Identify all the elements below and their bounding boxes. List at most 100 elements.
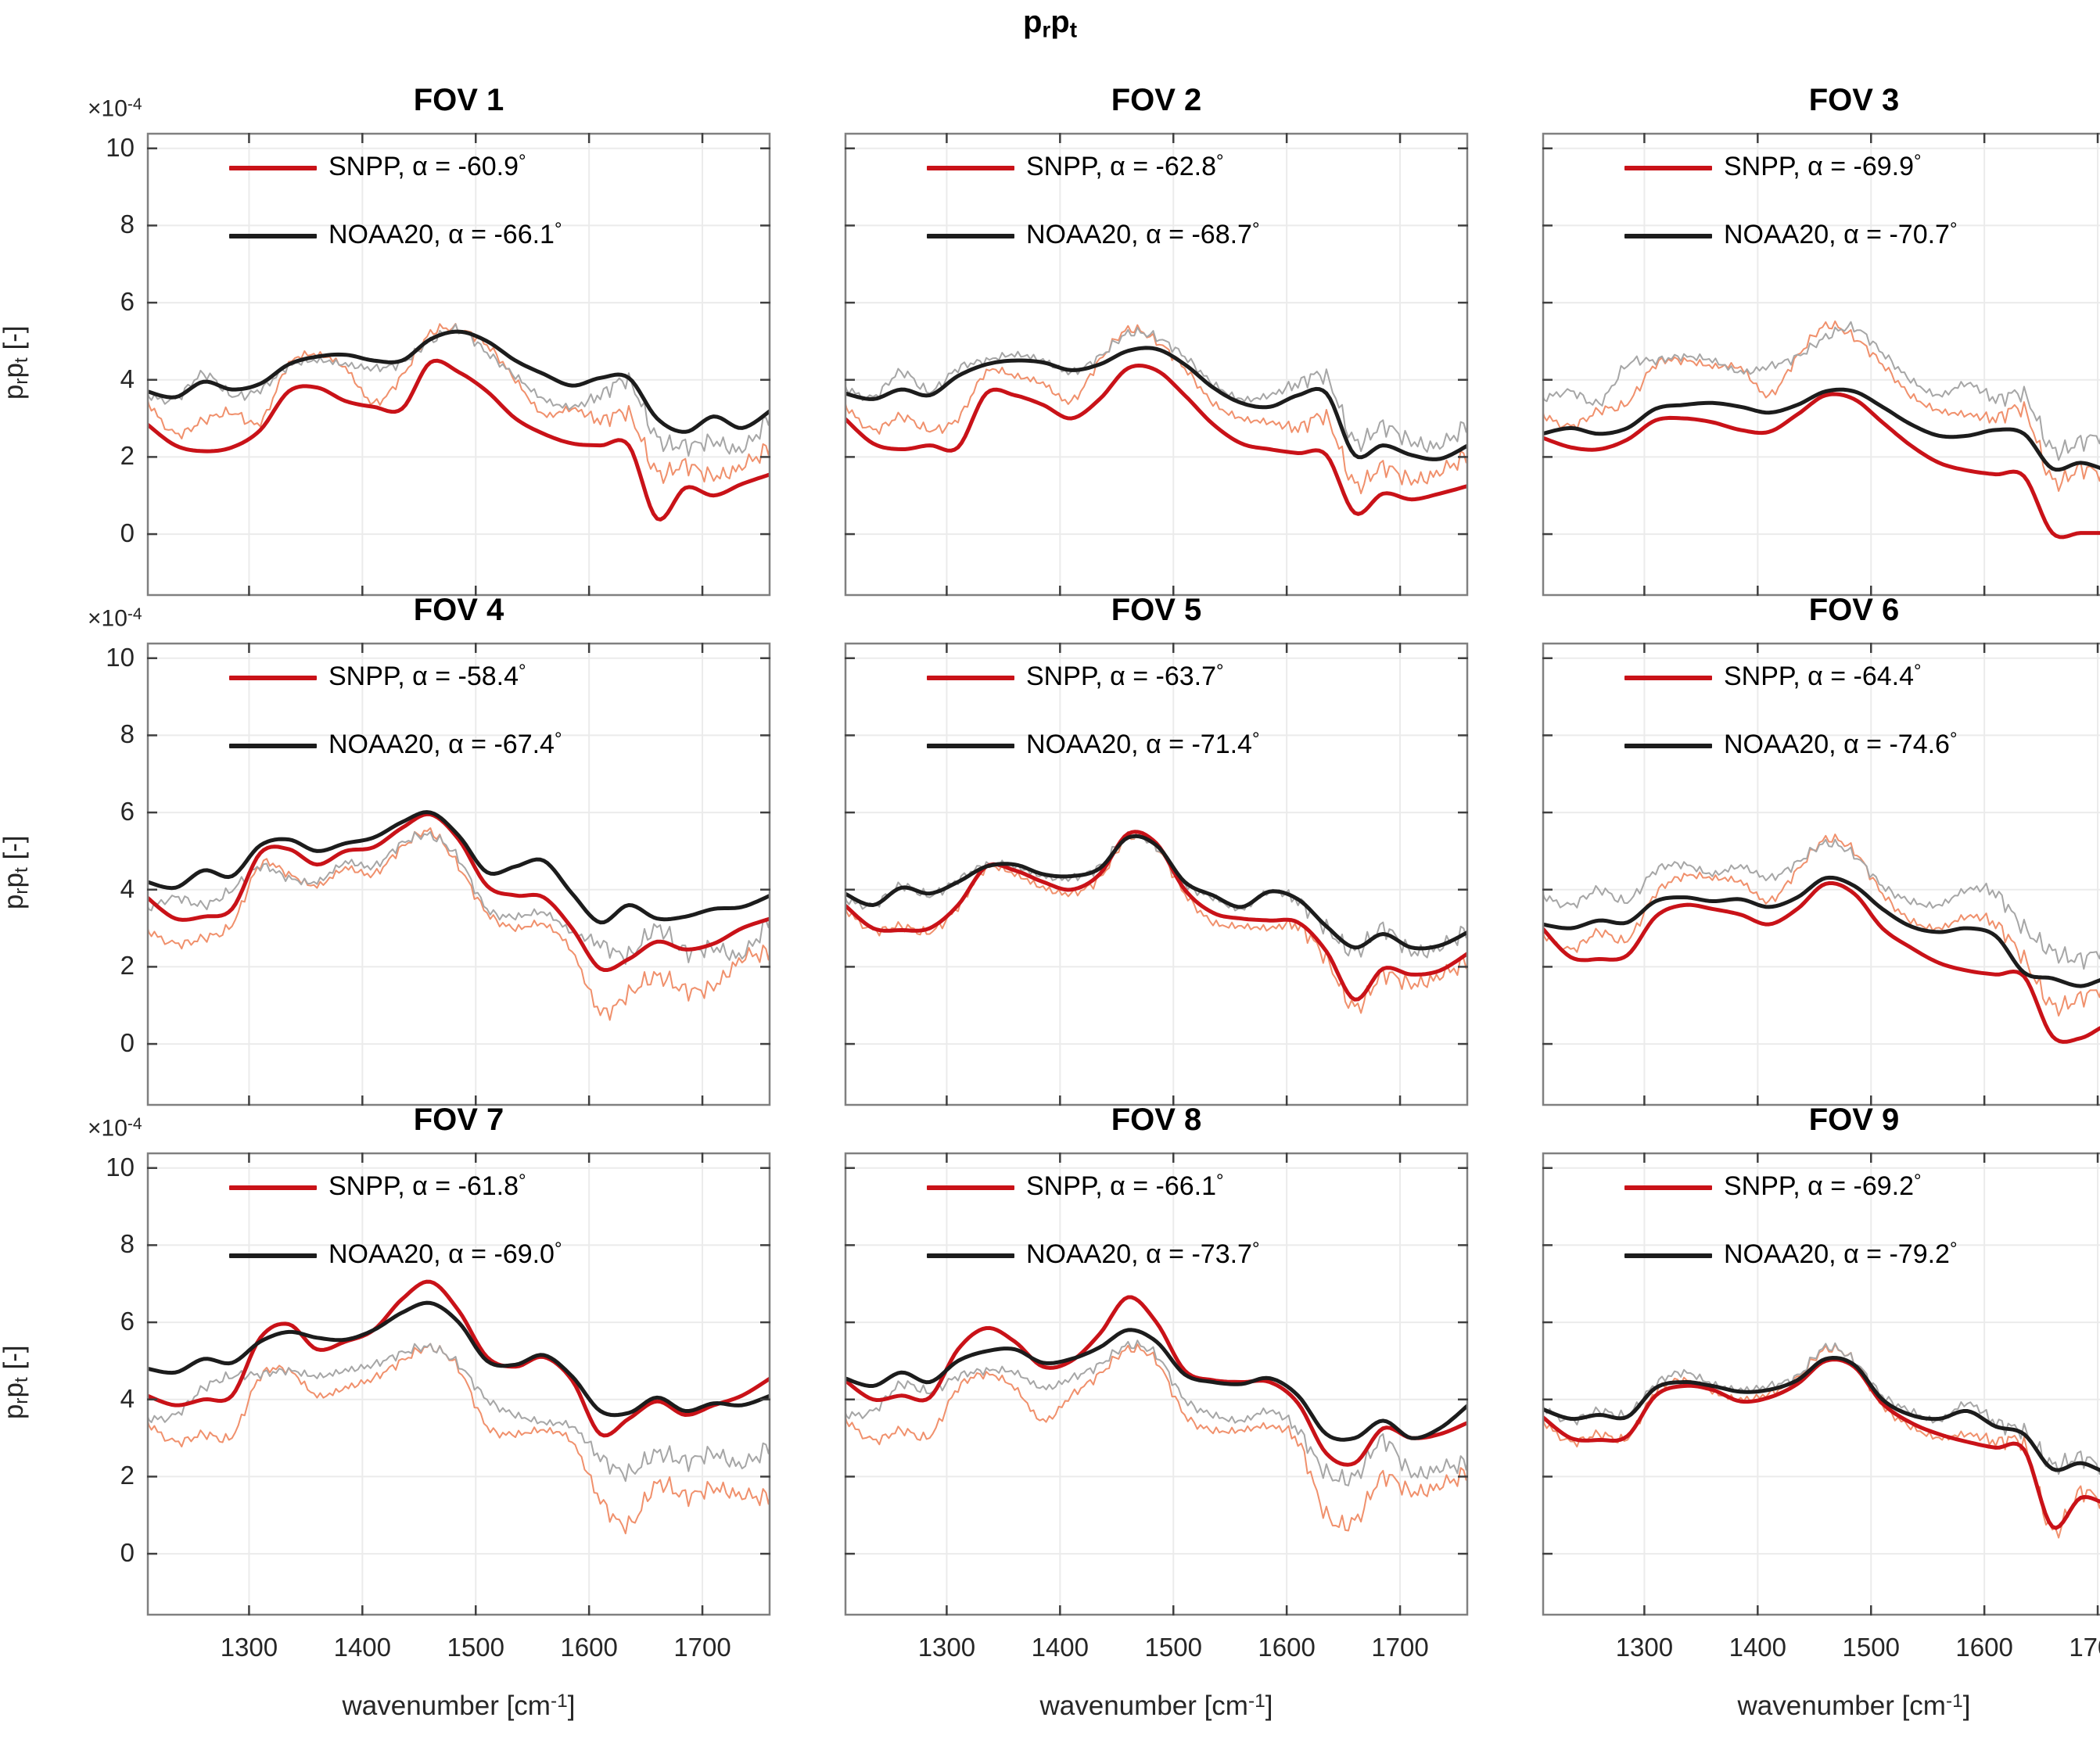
legend-swatch-noaa20	[1624, 234, 1712, 238]
x-tick-label: 1300	[917, 1633, 976, 1662]
snpp-line	[845, 830, 1468, 1002]
noaa20-fine-line	[147, 1343, 770, 1483]
panel-title-fov-6: FOV 6	[1808, 593, 1900, 627]
y-axis-label: prpt [-]	[0, 1296, 33, 1468]
y-axis-label: prpt [-]	[0, 787, 33, 959]
legend-entry-noaa20: NOAA20, α = -67.4°	[328, 729, 562, 760]
x-axis-label: wavenumber [cm-1]	[845, 1691, 1468, 1722]
series-group	[147, 810, 770, 1021]
legend-swatch-noaa20	[229, 744, 317, 748]
x-tick-label: 1700	[2069, 1633, 2100, 1662]
text-segment: -1	[1247, 1691, 1265, 1712]
y-tick-label: 0	[120, 1028, 135, 1058]
legend-entry-snpp: SNPP, α = -64.4°	[1724, 661, 1922, 692]
text-segment: p	[0, 384, 30, 400]
text-segment: wavenumber [cm	[342, 1691, 551, 1721]
snpp-line	[147, 812, 770, 972]
y-tick-label: 4	[120, 364, 135, 393]
degree-symbol: °	[1216, 151, 1224, 172]
plot-area-fov-5	[844, 642, 1469, 1106]
axes-box	[1542, 642, 2100, 1106]
text-segment: t	[1069, 17, 1078, 42]
panel-title-fov-3: FOV 3	[1808, 83, 1900, 117]
degree-symbol: °	[1914, 151, 1922, 172]
legend-entry-snpp: SNPP, α = -66.1°	[1026, 1171, 1224, 1202]
text-segment: p	[0, 1404, 30, 1420]
legend-swatch-snpp	[927, 166, 1014, 170]
snpp-fine-line	[147, 1343, 770, 1535]
x-tick-label: 1400	[1031, 1633, 1089, 1662]
y-tick-label: 8	[120, 1229, 135, 1259]
degree-symbol: °	[554, 219, 562, 240]
y-tick-label: 8	[120, 210, 135, 239]
y-tick-label: 10	[106, 642, 135, 672]
series-group	[147, 323, 770, 522]
panel-title-fov-2: FOV 2	[1111, 83, 1202, 117]
legend-swatch-noaa20	[1624, 744, 1712, 748]
legend-entry-snpp: SNPP, α = -69.9°	[1724, 151, 1922, 182]
text-segment: t	[10, 1377, 32, 1383]
noaa20-line	[147, 1300, 770, 1418]
text-segment: r	[10, 887, 32, 895]
legend-entry-snpp: SNPP, α = -69.2°	[1724, 1171, 1922, 1202]
x-tick-label: 1400	[333, 1633, 392, 1662]
snpp-fine-line	[1542, 834, 2100, 1017]
legend-entry-noaa20: NOAA20, α = -73.7°	[1026, 1239, 1260, 1270]
degree-symbol: °	[519, 661, 526, 682]
snpp-line	[845, 364, 1468, 516]
legend-entry-snpp: SNPP, α = -60.9°	[328, 151, 526, 182]
panel-title-fov-9: FOV 9	[1808, 1103, 1900, 1137]
x-tick-label: 1400	[1728, 1633, 1787, 1662]
legend-label: SNPP, α = -69.2	[1724, 1171, 1914, 1201]
plot-area-fov-2	[844, 132, 1469, 597]
axes-box	[146, 642, 771, 1106]
series-group	[845, 1295, 1468, 1532]
text-segment: [-]	[0, 835, 30, 868]
x-tick-label: 1500	[447, 1633, 504, 1662]
axes-box	[1542, 132, 2100, 597]
legend-label: NOAA20, α = -79.2	[1724, 1239, 1950, 1269]
x-tick-label: 1500	[1842, 1633, 1900, 1662]
y-tick-label: 10	[106, 132, 135, 162]
y-tick-label: 8	[120, 719, 135, 749]
text-segment: r	[10, 378, 32, 385]
figure-suptitle: prpt	[0, 5, 2100, 42]
legend-swatch-snpp	[927, 1185, 1014, 1190]
snpp-line	[147, 358, 770, 522]
legend-swatch-snpp	[229, 1185, 317, 1190]
legend-swatch-snpp	[1624, 166, 1712, 170]
degree-symbol: °	[1949, 219, 1958, 240]
legend-label: NOAA20, α = -73.7	[1026, 1239, 1252, 1269]
legend-entry-snpp: SNPP, α = -58.4°	[328, 661, 526, 692]
text-segment: p	[0, 873, 30, 888]
text-segment: p	[0, 894, 30, 910]
legend-label: SNPP, α = -62.8	[1026, 151, 1216, 181]
noaa20-fine-line	[1542, 321, 2100, 461]
legend-label: NOAA20, α = -66.1	[328, 219, 555, 249]
degree-symbol: °	[554, 1239, 562, 1260]
y-tick-label: 6	[120, 797, 135, 827]
snpp-line	[1542, 392, 2100, 540]
series-group	[1542, 320, 2100, 540]
noaa20-line	[1542, 875, 2100, 988]
snpp-fine-line	[845, 1343, 1468, 1532]
axes-box	[844, 132, 1469, 597]
legend-entry-noaa20: NOAA20, α = -74.6°	[1724, 729, 1958, 760]
y-tick-label: 10	[106, 1152, 135, 1181]
y-tick-label: 0	[120, 1538, 135, 1568]
legend-entry-snpp: SNPP, α = -62.8°	[1026, 151, 1224, 182]
x-tick-label: 1600	[1258, 1633, 1316, 1662]
text-segment: [-]	[0, 325, 30, 358]
legend-entry-noaa20: NOAA20, α = -68.7°	[1026, 219, 1260, 250]
panel-title-fov-4: FOV 4	[413, 593, 504, 627]
legend-entry-noaa20: NOAA20, α = -69.0°	[328, 1239, 562, 1270]
text-segment: r	[10, 1397, 32, 1404]
noaa20-line	[845, 1328, 1468, 1442]
legend-entry-snpp: SNPP, α = -63.7°	[1026, 661, 1224, 692]
legend-label: SNPP, α = -66.1	[1026, 1171, 1216, 1201]
legend-entry-snpp: SNPP, α = -61.8°	[328, 1171, 526, 1202]
text-segment: p	[1022, 5, 1043, 39]
degree-symbol: °	[1251, 219, 1260, 240]
legend-swatch-noaa20	[229, 234, 317, 238]
